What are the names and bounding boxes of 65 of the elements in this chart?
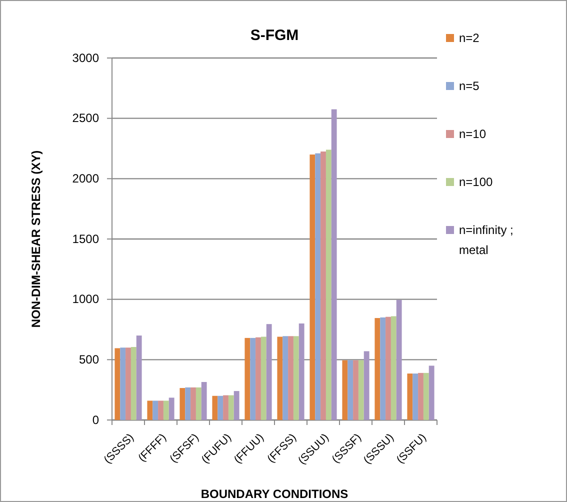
bar [428,366,434,420]
bar [386,316,391,420]
x-axis-title: BOUNDARY CONDITIONS [200,487,348,501]
bar [228,395,234,420]
bar [114,348,120,420]
bar [223,395,228,420]
legend-label: n=100 [459,175,494,189]
bar [364,351,370,420]
bar [158,400,164,420]
bar [277,336,283,420]
bar [288,336,294,420]
bar [315,153,321,420]
bar [196,387,202,420]
y-tick-label: 2500 [72,111,100,126]
y-tick-label: 3000 [72,50,100,65]
bar [266,324,272,420]
bar [380,317,386,420]
bar [342,360,348,420]
bar [293,336,299,420]
y-tick-label: 1000 [72,292,100,306]
bar [185,387,191,420]
bar [418,372,424,420]
y-axis-title: NON-DIM-SHEAR STRESS (XY) [29,150,43,328]
legend-label: n=5 [459,79,480,93]
legend-label: n=2 [459,31,480,45]
bar [320,152,326,420]
bar [147,400,153,420]
bar [152,400,158,420]
bar [390,316,396,420]
bar [234,391,240,420]
y-tick-label: 500 [78,352,100,367]
bar [423,372,429,420]
bar [180,388,186,420]
bar [282,336,288,420]
bar [130,346,136,420]
bar [212,396,218,420]
bar [126,348,131,420]
bar [218,396,224,420]
bar [260,336,266,420]
bar [412,374,418,420]
bar [244,338,250,420]
bar [358,360,364,420]
chart-title: S-FGM [250,27,299,44]
bar [348,360,354,420]
legend-label: n=10 [459,127,486,141]
bar [326,150,332,420]
bar [298,323,304,420]
bar [331,109,337,420]
y-tick-label: 2000 [72,172,100,186]
bar [136,336,142,420]
bar [353,360,358,420]
bar [201,382,207,420]
y-tick-label: 0 [92,412,100,427]
bar [256,337,261,420]
bar [250,338,256,420]
bar [310,154,316,420]
bar [407,374,413,420]
bar [163,400,169,420]
bar [190,387,196,420]
legend-label: n=infinity ; metal [459,223,514,257]
bar [396,300,402,420]
bar [374,318,380,420]
bar [120,348,126,420]
y-tick-label: 1500 [72,232,100,246]
bar [168,398,174,420]
